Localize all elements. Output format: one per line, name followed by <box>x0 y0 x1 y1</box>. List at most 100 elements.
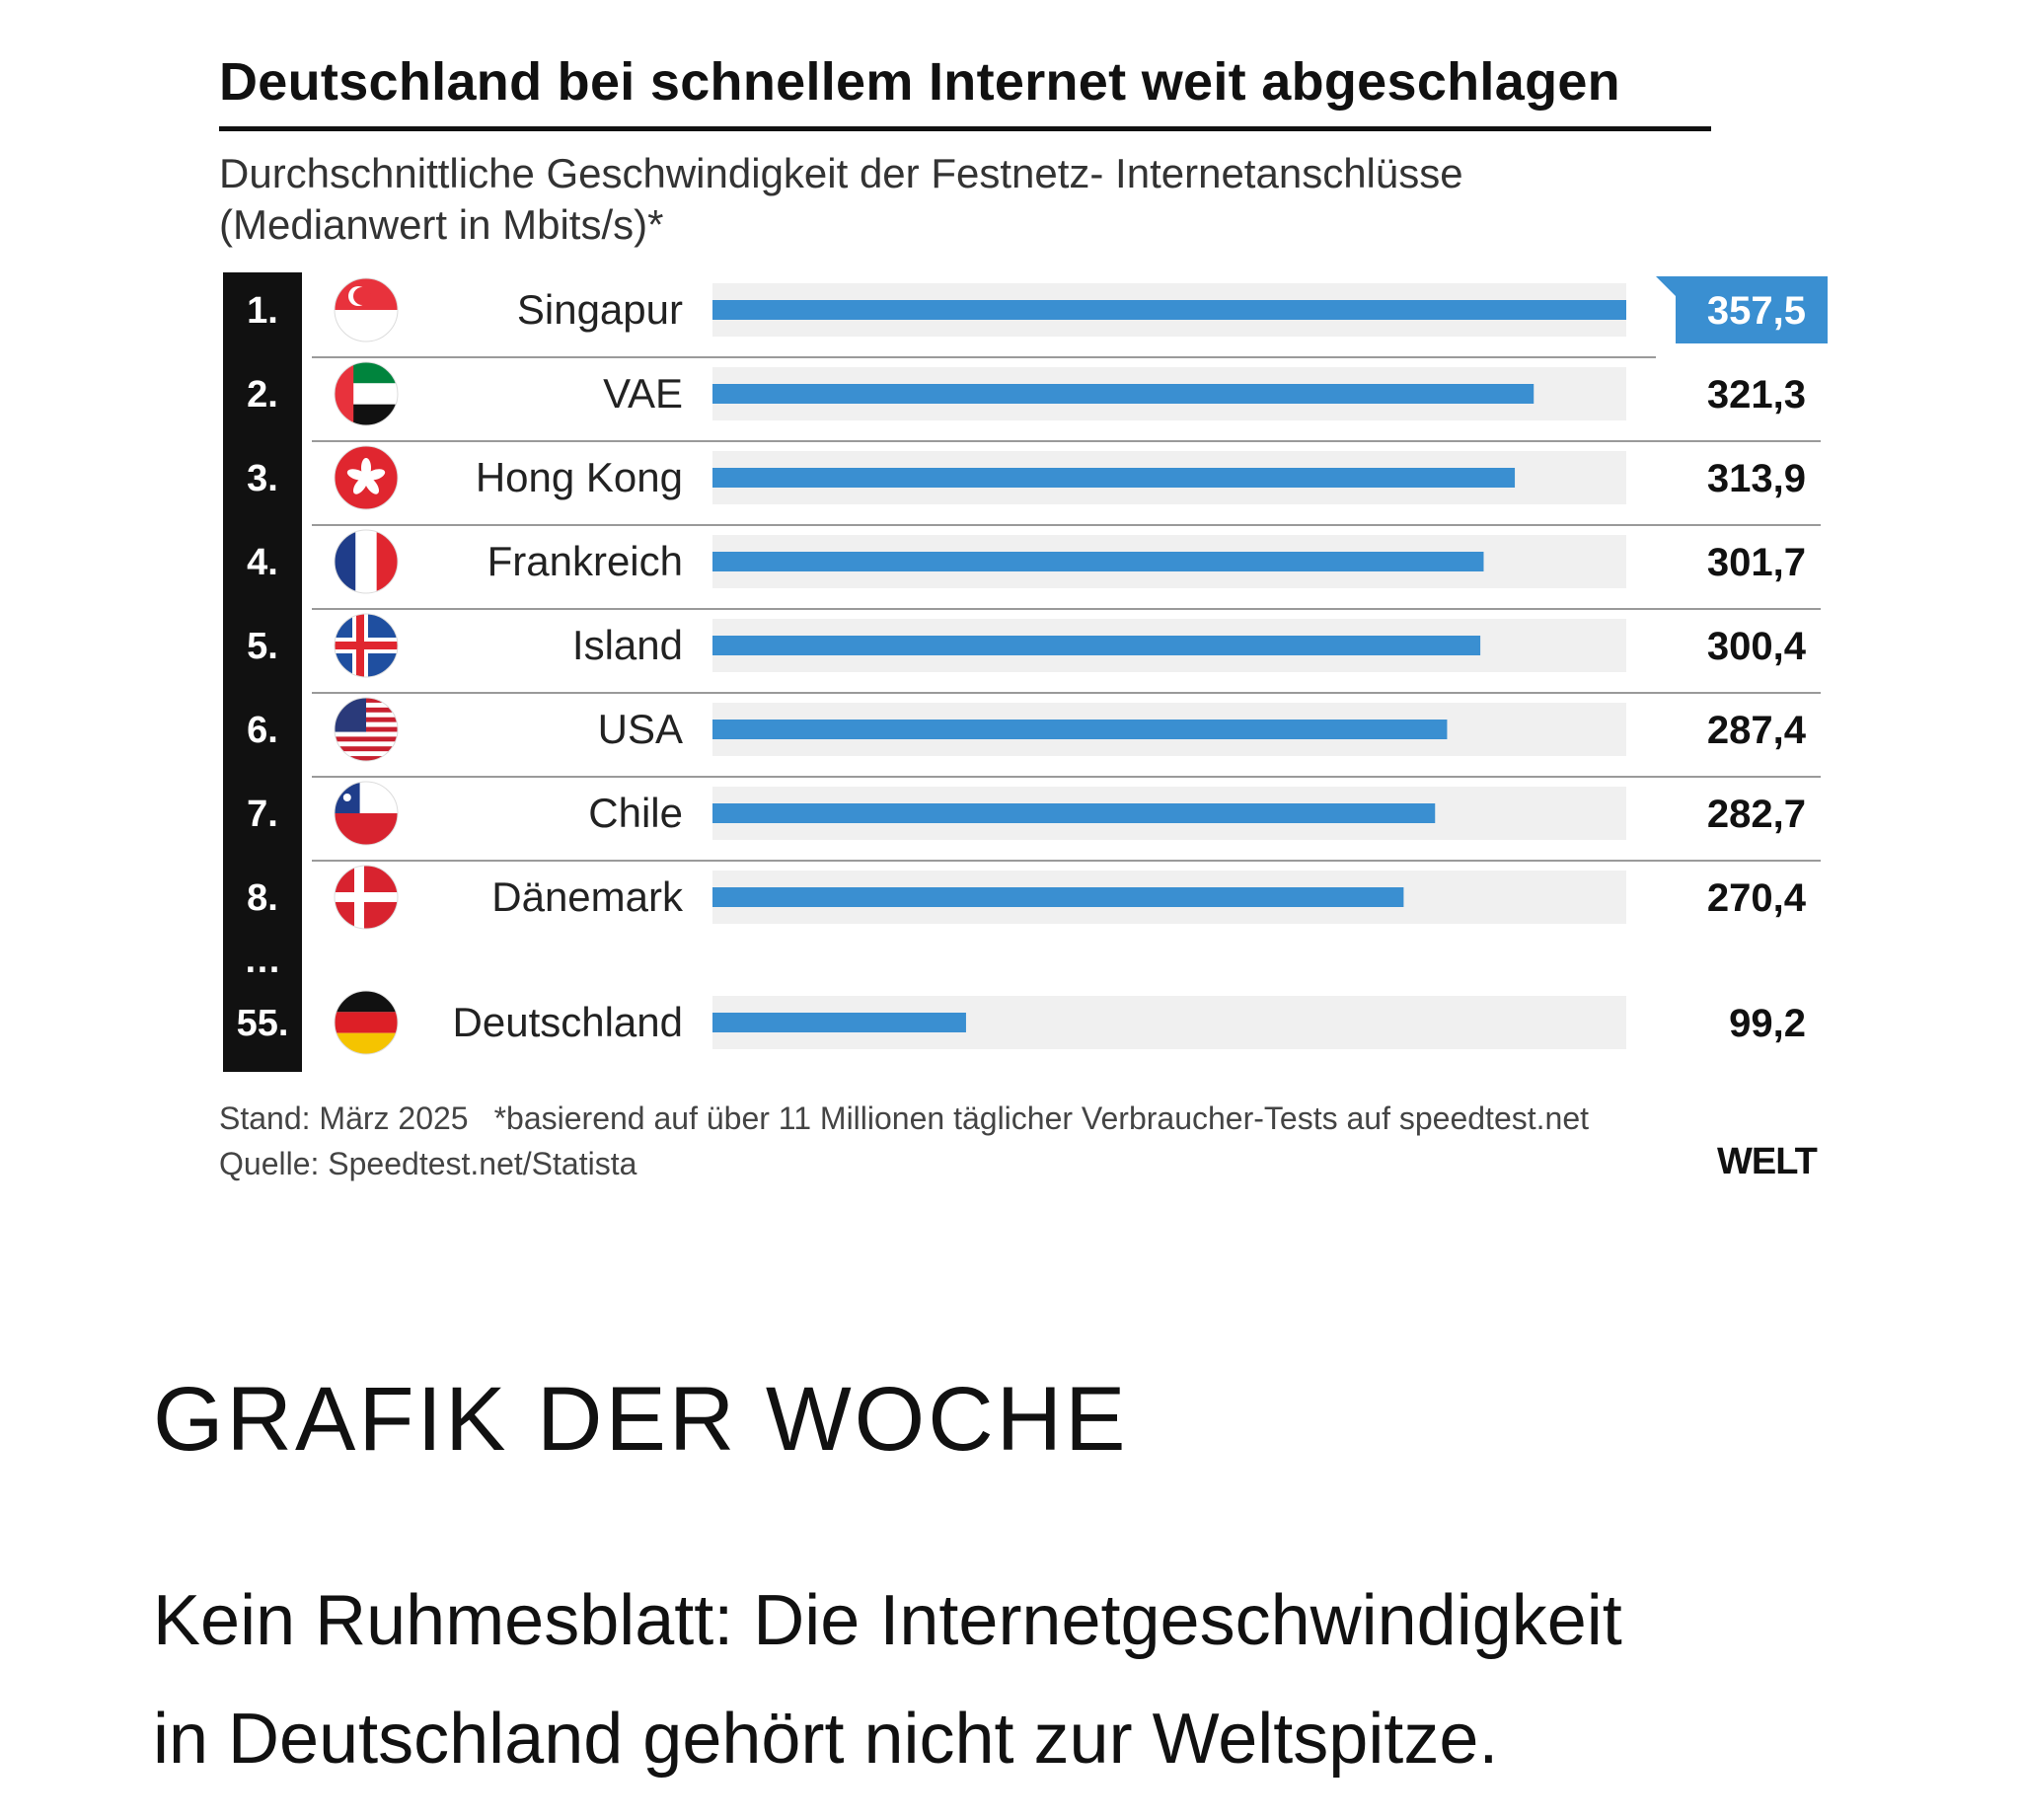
denmark-flag <box>335 866 398 929</box>
flag-outline <box>334 277 399 342</box>
bar <box>712 468 1516 488</box>
chart-row: 55. Deutschland 99,2 <box>237 990 1806 1055</box>
chart-row: 2. VAE 321,3 <box>247 361 1806 426</box>
flag-stripe <box>376 530 398 593</box>
germany-flag <box>335 991 398 1054</box>
flag-stripe <box>335 991 398 1013</box>
chart-row: 6. USA 287,4 <box>247 697 1807 762</box>
flag-petal <box>364 477 380 494</box>
chart-row: 7. Chile 282,7 <box>247 781 1806 846</box>
flag-stripe <box>335 746 398 752</box>
bar <box>712 552 1484 571</box>
flag-stripe <box>335 741 398 747</box>
rank-label: 55. <box>237 1003 289 1044</box>
title-rule <box>219 126 1711 131</box>
flag-stripe <box>335 892 398 902</box>
value-label: 99,2 <box>1729 1002 1806 1045</box>
rank-label: 1. <box>247 290 278 332</box>
rank-label: 4. <box>247 542 278 583</box>
flag-stripe <box>335 751 398 757</box>
flag-stripe <box>335 530 356 593</box>
flag-stripe <box>335 1032 398 1054</box>
country-label: Chile <box>588 790 683 836</box>
flag-outline <box>334 865 399 930</box>
country-label: VAE <box>603 370 683 417</box>
country-label: Frankreich <box>487 538 683 584</box>
footnote-date: Stand: März 2025 <box>219 1100 469 1136</box>
flag-petal <box>346 469 367 481</box>
flag-stripe <box>335 813 398 845</box>
subtitle-line-1: Durchschnittliche Geschwindigkeit der Fe… <box>219 150 1463 196</box>
chart-row: 5. Island 300,4 <box>247 613 1807 678</box>
bar <box>712 300 1626 320</box>
value-label: 313,9 <box>1707 457 1806 500</box>
flag-outline <box>334 529 399 594</box>
bar <box>712 720 1448 739</box>
flag-petal <box>361 458 371 478</box>
country-label: Deutschland <box>453 999 683 1045</box>
bar <box>712 803 1436 823</box>
lead-text: Kein Ruhmesblatt: Die Internetgeschwindi… <box>153 1561 1988 1798</box>
rank-label: 7. <box>247 794 278 835</box>
flag-stripe <box>335 642 398 649</box>
chart-row: 1. Singapur 357,5 <box>247 276 1828 343</box>
flag-petal <box>352 477 368 494</box>
value-label: 301,7 <box>1707 541 1806 584</box>
country-label: Singapur <box>517 286 683 333</box>
flag-petal <box>365 469 386 481</box>
section-heading: GRAFIK DER WOCHE <box>153 1369 1129 1470</box>
bar <box>712 384 1534 404</box>
flag-stripe <box>355 530 377 593</box>
country-label: USA <box>598 706 683 752</box>
rank-ellipsis: … <box>244 940 281 981</box>
rank-label: 8. <box>247 877 278 919</box>
iceland-flag <box>335 614 398 677</box>
flag-stripe <box>335 731 398 737</box>
france-flag <box>335 530 398 593</box>
flag-stripe <box>335 362 354 425</box>
chart-row: 3. Hong Kong 313,9 <box>247 445 1806 510</box>
rank-label: 3. <box>247 458 278 499</box>
rank-label: 5. <box>247 626 278 667</box>
value-label: 282,7 <box>1707 793 1806 836</box>
value-label: 321,3 <box>1707 373 1806 417</box>
rank-column <box>223 272 302 1072</box>
subtitle-line-2: (Medianwert in Mbits/s)* <box>219 201 664 248</box>
usa-flag <box>335 698 398 761</box>
flag-canton <box>335 698 366 732</box>
flag-outline <box>334 990 399 1055</box>
value-label: 287,4 <box>1707 709 1807 752</box>
value-highlight-box <box>1676 276 1828 343</box>
rank-label: 6. <box>247 710 278 751</box>
country-label: Island <box>572 622 683 668</box>
lead-line-2: in Deutschland gehört nicht zur Weltspit… <box>153 1700 1499 1779</box>
flag-outline <box>334 697 399 762</box>
chart-footnote: Stand: März 2025 *basierend auf über 11 M… <box>219 1096 1614 1186</box>
footnote-source: Quelle: Speedtest.net/Statista <box>219 1146 637 1181</box>
welt-logo: WELT <box>1717 1141 1818 1182</box>
value-label: 270,4 <box>1707 876 1807 920</box>
value-label: 300,4 <box>1707 625 1807 668</box>
chart-subtitle: Durchschnittliche Geschwindigkeit der Fe… <box>219 148 1463 251</box>
flag-crescent-cut <box>353 287 371 305</box>
country-label: Dänemark <box>491 873 684 920</box>
bar <box>712 887 1404 907</box>
flag-star <box>342 794 351 801</box>
bar <box>712 636 1481 655</box>
footnote-note: *basierend auf über 11 Millionen täglich… <box>493 1100 1589 1136</box>
flag-stripe <box>335 736 398 742</box>
uae-flag <box>335 362 398 425</box>
bar <box>712 1013 966 1032</box>
value-label: 357,5 <box>1707 289 1806 333</box>
bar-chart: … 1. Singapur 357,5 2. VAE 321,3 3. Hong Kong 313… <box>223 272 1828 1072</box>
flag-outline <box>334 781 399 846</box>
flag-stripe <box>335 310 398 341</box>
chart-row: 4. Frankreich 301,7 <box>247 529 1806 594</box>
flag-stripe <box>335 756 398 761</box>
flag-outline <box>334 613 399 678</box>
country-label: Hong Kong <box>476 454 683 500</box>
value-highlight-tab <box>1656 276 1676 296</box>
hongkong-flag <box>335 446 398 509</box>
chart-title: Deutschland bei schnellem Internet weit … <box>219 52 1620 112</box>
